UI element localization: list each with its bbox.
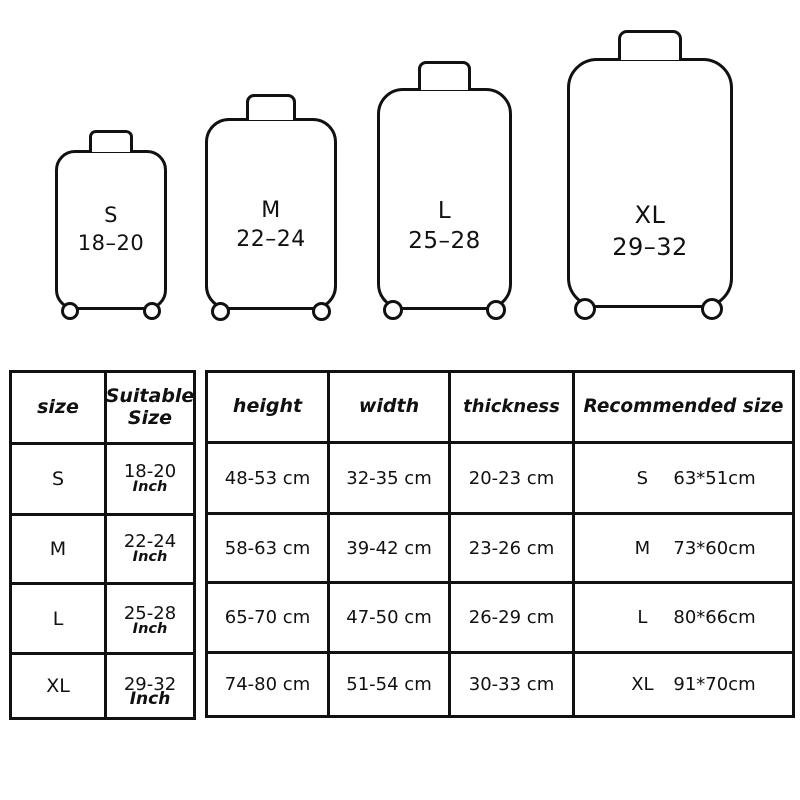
right-table-header-height: height xyxy=(232,395,303,418)
suitcase-handle-l xyxy=(418,61,471,90)
right-table-cell-height-2: 65-70 cm xyxy=(224,607,311,628)
left-table-suitable-value-0: 18-20 xyxy=(123,461,177,483)
left-table-suitable-value-2: 25-28 xyxy=(123,602,177,624)
left-table-suitable-value-1: 22-24 xyxy=(123,531,177,553)
right-table-rec-dim-1: 73*60cm xyxy=(673,537,756,559)
left-table-suitable-unit-0: Inch xyxy=(132,479,168,496)
suitcase-label-s: S 18–20 xyxy=(55,202,167,257)
left-table-cell-size-2: L xyxy=(52,607,64,630)
right-table-rec-size-0: S xyxy=(636,467,649,489)
suitcase-wheel-right-m xyxy=(312,302,331,321)
right-table-cell-width-0: 32-35 cm xyxy=(346,467,432,489)
right-table-cell-height-3: 74-80 cm xyxy=(224,674,311,695)
right-table-header-width: width xyxy=(358,395,420,418)
suitcase-wheel-right-xl xyxy=(701,298,723,320)
right-table-cell-recommended-3: XL 91*70cm xyxy=(575,654,792,715)
right-table-cell-height-0: 48-53 cm xyxy=(224,467,311,489)
suitcase-size-letter-xl: XL xyxy=(634,201,666,229)
suitcase-size-range-l: 25–28 xyxy=(408,228,481,255)
left-table-suitable-unit-3: Inch xyxy=(129,689,171,709)
right-table-rec-size-3: XL xyxy=(631,674,654,695)
suitcase-wheel-left-s xyxy=(61,302,79,320)
suitcase-illustration-s: S 18–20 xyxy=(55,130,167,320)
suitcase-size-letter-l: L xyxy=(437,198,452,224)
suitcase-size-range-s: 18–20 xyxy=(77,230,145,255)
left-table-column-divider xyxy=(104,373,107,717)
right-table-cell-width-3: 51-54 cm xyxy=(346,674,432,695)
right-table-header-thickness: thickness xyxy=(463,395,560,417)
right-table-cell-recommended-0: S 63*51cm xyxy=(575,444,792,512)
suitcase-wheel-right-s xyxy=(143,302,161,320)
suitcase-size-letter-m: M xyxy=(261,198,281,223)
right-table-column-divider-2 xyxy=(448,373,451,715)
left-table-header-suitable-line1: Suitable xyxy=(105,385,195,408)
suitcase-size-letter-s: S xyxy=(104,203,118,227)
suitcase-size-range-xl: 29–32 xyxy=(612,232,688,261)
size-inch-table: size Suitable Size S 18-20 Inch M 22-24 … xyxy=(9,370,196,720)
suitcase-body-xl xyxy=(567,58,733,308)
left-table-row-divider-4 xyxy=(12,652,193,655)
right-table-rec-size-2: L xyxy=(637,607,648,628)
right-table-cell-recommended-2: L 80*66cm xyxy=(575,584,792,651)
right-table-row-divider-1 xyxy=(208,441,792,444)
right-table-cell-recommended-1: M 73*60cm xyxy=(575,515,792,581)
left-table-row-divider-1 xyxy=(12,442,193,445)
right-table-rec-size-1: M xyxy=(634,537,651,559)
suitcase-illustration-m: M 22–24 xyxy=(205,94,337,321)
suitcase-handle-m xyxy=(246,94,296,120)
right-table-column-divider-1 xyxy=(327,373,330,715)
left-table-cell-suitable-3: 29-32 Inch xyxy=(107,655,193,717)
suitcase-label-l: L 25–28 xyxy=(377,196,512,257)
left-table-header-suitable-size: Suitable Size xyxy=(105,373,195,442)
right-table-row-divider-3 xyxy=(208,581,792,584)
left-table-header-size: size xyxy=(37,395,79,418)
right-table-row-divider-4 xyxy=(208,651,792,654)
left-table-cell-size-1: M xyxy=(49,538,67,560)
right-table-rec-dim-2: 80*66cm xyxy=(673,607,756,628)
dimensions-table: height width thickness Recommended size … xyxy=(205,370,795,718)
left-table-row-divider-3 xyxy=(12,582,193,585)
suitcase-label-m: M 22–24 xyxy=(205,196,337,254)
left-table-suitable-unit-2: Inch xyxy=(132,620,168,637)
right-table-cell-height-1: 58-63 cm xyxy=(224,537,311,559)
suitcase-illustration-xl: XL 29–32 xyxy=(567,30,733,320)
right-table-rec-dim-0: 63*51cm xyxy=(673,467,756,489)
right-table-cell-width-1: 39-42 cm xyxy=(346,537,432,559)
right-table-rec-dim-3: 91*70cm xyxy=(673,674,756,695)
left-table-header-suitable-line2: Size xyxy=(127,406,173,429)
suitcase-label-xl: XL 29–32 xyxy=(567,200,733,263)
suitcase-wheel-left-m xyxy=(211,302,230,321)
right-table-cell-thickness-0: 20-23 cm xyxy=(468,467,555,489)
right-table-cell-thickness-3: 30-33 cm xyxy=(468,674,555,695)
left-table-row-divider-2 xyxy=(12,513,193,516)
left-table-suitable-value-3: 29-32 xyxy=(123,674,177,695)
suitcase-body-m xyxy=(205,118,337,310)
suitcase-body-l xyxy=(377,88,512,310)
suitcase-wheel-left-l xyxy=(383,300,403,320)
right-table-column-divider-3 xyxy=(572,373,575,715)
suitcase-illustration-l: L 25–28 xyxy=(377,61,512,320)
suitcase-wheel-left-xl xyxy=(574,298,596,320)
right-table-cell-thickness-1: 23-26 cm xyxy=(468,537,555,559)
right-table-cell-thickness-2: 26-29 cm xyxy=(468,607,555,628)
right-table-header-recommended-size: Recommended size xyxy=(583,395,784,417)
left-table-cell-size-0: S xyxy=(51,468,65,490)
right-table-row-divider-2 xyxy=(208,512,792,515)
suitcase-wheel-right-l xyxy=(486,300,506,320)
suitcase-handle-s xyxy=(89,130,133,152)
left-table-suitable-unit-1: Inch xyxy=(132,549,168,566)
left-table-cell-suitable-1: 22-24 Inch xyxy=(107,516,193,582)
suitcase-handle-xl xyxy=(618,30,682,60)
left-table-cell-suitable-0: 18-20 Inch xyxy=(107,445,193,513)
left-table-cell-suitable-2: 25-28 Inch xyxy=(107,585,193,652)
right-table-cell-width-2: 47-50 cm xyxy=(346,607,432,628)
left-table-cell-size-3: XL xyxy=(46,675,70,697)
suitcase-size-range-m: 22–24 xyxy=(236,227,306,253)
